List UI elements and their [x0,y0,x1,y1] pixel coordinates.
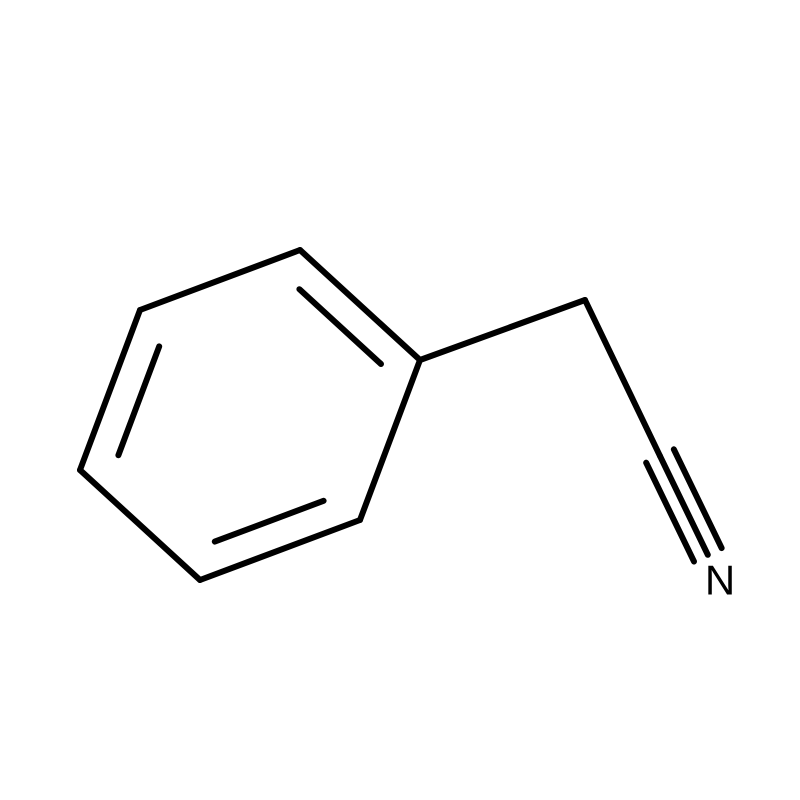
bond-line [215,501,324,542]
bonds-layer [80,250,722,580]
bond-line [200,520,360,580]
atom-label-n: N [705,557,735,604]
labels-layer: N [705,557,735,604]
bond-line [80,470,200,580]
bond-line [299,289,381,364]
bond-line [360,360,420,520]
molecule-canvas: N [0,0,800,800]
bond-line [118,346,159,455]
bond-line [140,250,300,310]
bond-line [420,300,585,360]
bond-line [80,310,140,470]
bond-line [585,300,660,456]
